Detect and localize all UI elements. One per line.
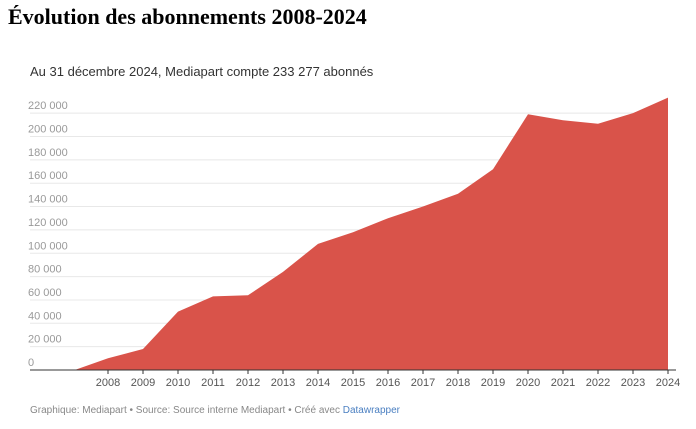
y-tick-label: 180 000 bbox=[28, 147, 68, 159]
datawrapper-link[interactable]: Datawrapper bbox=[342, 405, 400, 416]
x-tick-label: 2016 bbox=[376, 377, 400, 389]
y-tick-label: 220 000 bbox=[28, 100, 68, 112]
subscriptions-area bbox=[74, 97, 668, 370]
x-tick-label: 2024 bbox=[656, 377, 680, 389]
chart-title: Évolution des abonnements 2008-2024 bbox=[8, 4, 367, 29]
x-tick-label: 2008 bbox=[96, 377, 120, 389]
y-tick-label: 20 000 bbox=[28, 334, 62, 346]
y-tick-label: 40 000 bbox=[28, 310, 62, 322]
x-tick-label: 2012 bbox=[236, 377, 260, 389]
x-tick-label: 2014 bbox=[306, 377, 330, 389]
chart-subtitle: Au 31 décembre 2024, Mediapart compte 23… bbox=[30, 64, 374, 79]
y-tick-label: 100 000 bbox=[28, 240, 68, 252]
y-tick-label: 120 000 bbox=[28, 217, 68, 229]
x-tick-label: 2020 bbox=[516, 377, 540, 389]
footer-credits: Graphique: Mediapart • Source: Source in… bbox=[30, 405, 343, 416]
x-tick-label: 2019 bbox=[481, 377, 505, 389]
x-tick-label: 2015 bbox=[341, 377, 365, 389]
x-tick-label: 2009 bbox=[131, 377, 155, 389]
x-tick-label: 2013 bbox=[271, 377, 295, 389]
x-tick-label: 2011 bbox=[201, 377, 225, 389]
y-tick-label: 80 000 bbox=[28, 264, 62, 276]
x-tick-label: 2023 bbox=[621, 377, 645, 389]
y-tick-label: 60 000 bbox=[28, 287, 62, 299]
x-tick-label: 2017 bbox=[411, 377, 435, 389]
chart-footer: Graphique: Mediapart • Source: Source in… bbox=[30, 405, 400, 416]
y-tick-label: 0 bbox=[28, 357, 34, 369]
x-tick-label: 2021 bbox=[551, 377, 575, 389]
y-tick-label: 140 000 bbox=[28, 194, 68, 206]
x-tick-label: 2018 bbox=[446, 377, 470, 389]
y-tick-label: 200 000 bbox=[28, 124, 68, 136]
x-tick-label: 2010 bbox=[166, 377, 190, 389]
y-tick-label: 160 000 bbox=[28, 170, 68, 182]
x-tick-label: 2022 bbox=[586, 377, 610, 389]
